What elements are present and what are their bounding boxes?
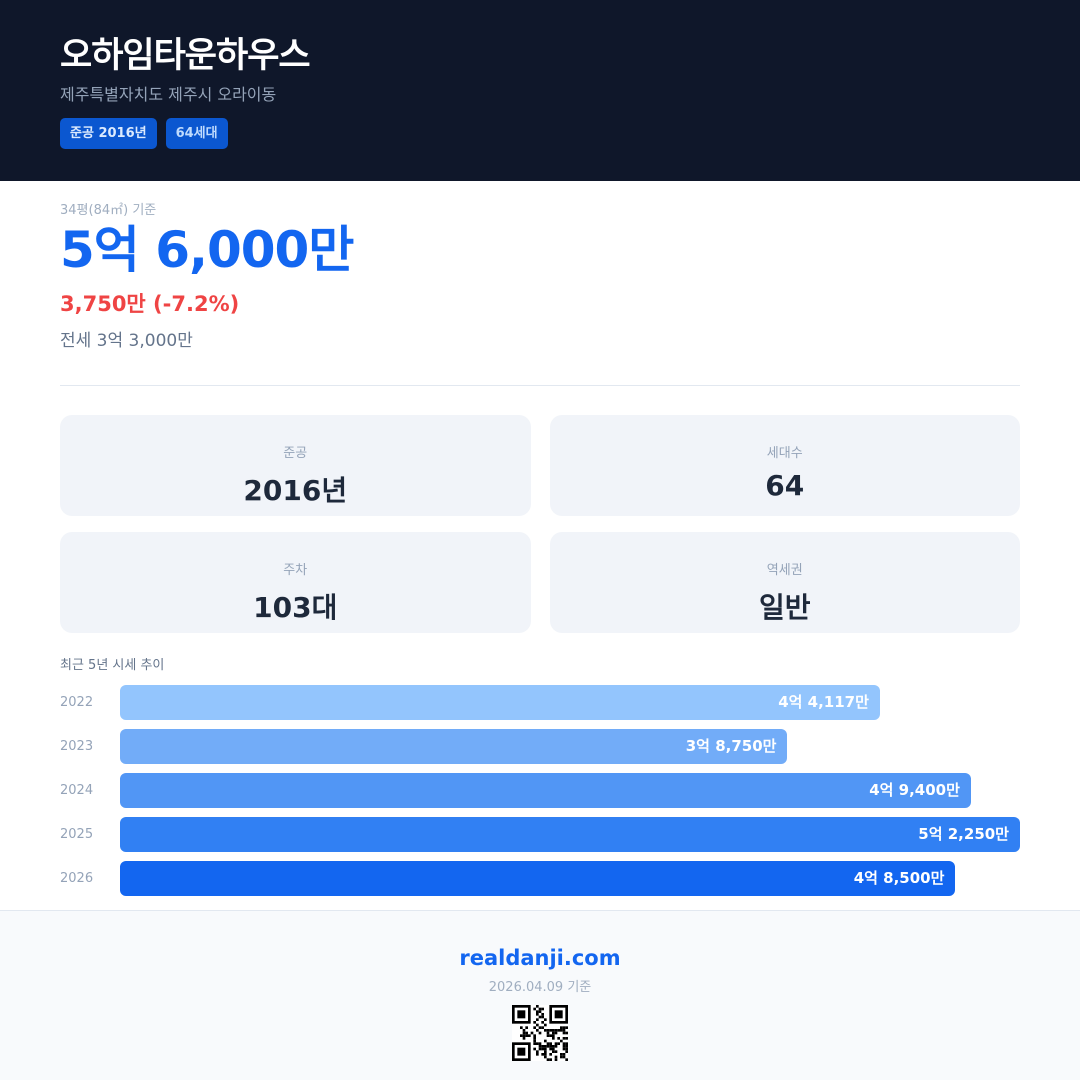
qr-code-icon xyxy=(512,1005,568,1061)
card-value: 103대 xyxy=(253,591,338,624)
year-label: 2026 xyxy=(60,871,94,886)
complex-title: 오하임타운하우스 xyxy=(60,36,311,76)
bar-2023: 3억 8,750만 xyxy=(120,729,788,764)
card-parking: 주차 103대 xyxy=(60,532,531,633)
card-value: 2016년 xyxy=(243,474,348,507)
chart-title: 최근 5년 시세 추이 xyxy=(60,658,165,673)
card-value: 일반 xyxy=(758,591,811,624)
price-trend-chart: 2022 4억 4,117만 2023 3억 8,750만 2024 4억 9,400만 2… xyxy=(60,685,1020,896)
chart-row: 2026 4억 8,500만 xyxy=(60,861,1020,896)
year-label: 2022 xyxy=(60,695,94,710)
price-basis: 34평(84㎡) 기준 xyxy=(60,203,157,218)
card-label: 역세권 xyxy=(766,563,803,578)
chart-row: 2023 3억 8,750만 xyxy=(60,729,1020,764)
chart-row: 2022 4억 4,117만 xyxy=(60,685,1020,720)
bar-2025: 5억 2,250만 xyxy=(120,817,1020,852)
card-label: 주차 xyxy=(283,563,308,578)
chart-row: 2024 4억 9,400만 xyxy=(60,773,1020,808)
header: 오하임타운하우스 제주특별자치도 제주시 오라이동 준공 2016년 64세대 xyxy=(0,0,1080,181)
card-label: 준공 xyxy=(283,446,308,461)
data-date: 2026.04.09 기준 xyxy=(488,980,592,995)
badge-built-year: 준공 2016년 xyxy=(60,118,157,149)
year-label: 2025 xyxy=(60,827,94,842)
price-value: 5억 6,000만 xyxy=(60,221,354,279)
card-label: 세대수 xyxy=(766,446,803,461)
chart-row: 2025 5억 2,250만 xyxy=(60,817,1020,852)
divider xyxy=(60,385,1020,386)
badge-households: 64세대 xyxy=(165,118,228,149)
site-link[interactable]: realdanji.com xyxy=(459,946,621,970)
card-built: 준공 2016년 xyxy=(60,415,531,516)
bar-2024: 4억 9,400만 xyxy=(120,773,971,808)
address: 제주특별자치도 제주시 오라이동 xyxy=(60,85,277,104)
year-label: 2023 xyxy=(60,739,94,754)
footer: realdanji.com 2026.04.09 기준 xyxy=(0,910,1080,1080)
price-change: 3,750만 (-7.2%) xyxy=(60,292,240,316)
jeonse-price: 전세 3억 3,000만 xyxy=(60,331,193,351)
card-households: 세대수 64 xyxy=(549,415,1020,516)
card-value: 64 xyxy=(765,469,805,502)
bar-2022: 4억 4,117만 xyxy=(120,685,880,720)
year-label: 2024 xyxy=(60,783,94,798)
bar-2026: 4억 8,500만 xyxy=(120,861,956,896)
